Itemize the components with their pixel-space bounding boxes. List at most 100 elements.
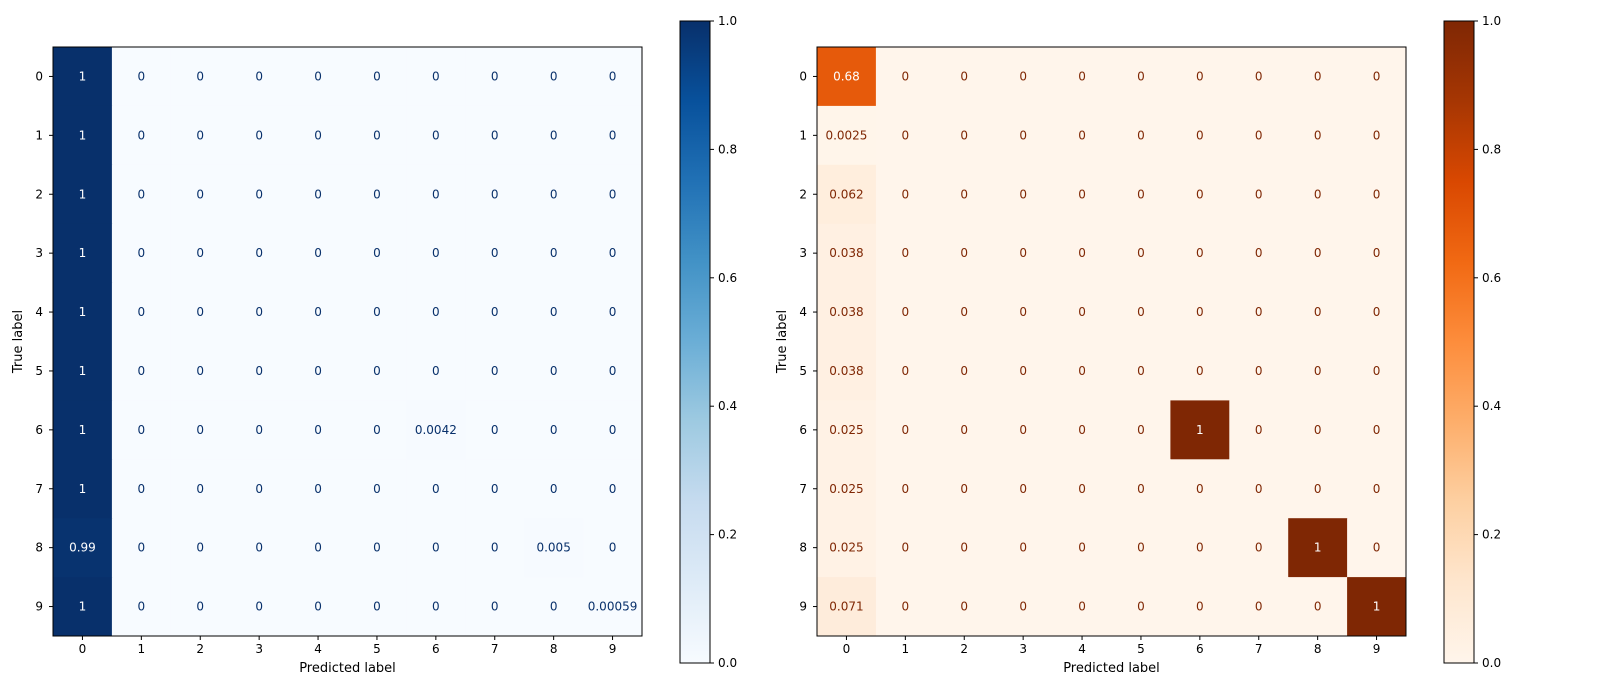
cell-value-label: 0 xyxy=(1196,600,1204,614)
cell-value-label: 0 xyxy=(1373,187,1381,201)
heatmap-cell xyxy=(1347,459,1407,519)
x-tick-label: 5 xyxy=(373,642,381,656)
heatmap-cell xyxy=(1052,341,1112,401)
heatmap-cell xyxy=(406,459,466,519)
heatmap-cell xyxy=(934,459,995,519)
heatmap-cell xyxy=(1170,518,1230,578)
x-tick-label: 6 xyxy=(1196,642,1204,656)
x-tick-label: 6 xyxy=(432,642,440,656)
cell-value-label: 0 xyxy=(1137,423,1145,437)
colorbar-tick-label: 0.2 xyxy=(718,528,737,542)
x-tick-label: 2 xyxy=(196,642,204,656)
cell-value-label: 0 xyxy=(1137,364,1145,378)
cell-value-label: 0 xyxy=(1255,305,1263,319)
heatmap-cell xyxy=(583,341,643,401)
heatmap-cell xyxy=(170,518,231,578)
colorbar-tick-label: 1.0 xyxy=(1482,14,1501,28)
heatmap-cell xyxy=(817,577,877,637)
heatmap-cell xyxy=(1288,282,1348,342)
heatmap-cell xyxy=(53,459,113,519)
cell-value-label: 0 xyxy=(1019,541,1027,555)
heatmap-cell xyxy=(1111,164,1171,225)
cell-value-label: 0 xyxy=(373,600,381,614)
heatmap-cell xyxy=(288,105,348,166)
cell-value-label: 0 xyxy=(491,423,499,437)
cell-value-label: 0 xyxy=(196,364,204,378)
heatmap-cell xyxy=(817,47,877,107)
cell-value-label: 0 xyxy=(1078,305,1086,319)
heatmap-cell xyxy=(465,577,525,637)
cell-value-label: 0 xyxy=(1137,69,1145,83)
heatmap-cell xyxy=(347,105,407,166)
cell-value-label: 0 xyxy=(432,187,440,201)
cell-value-label: 0 xyxy=(138,128,146,142)
cell-value-label: 0 xyxy=(1078,246,1086,260)
y-tick-label: 5 xyxy=(35,364,43,378)
heatmap-cell xyxy=(1288,341,1348,401)
cell-value-label: 0 xyxy=(1078,128,1086,142)
heatmap-cell xyxy=(817,164,877,225)
colorbar-tick-label: 0.0 xyxy=(1482,656,1501,670)
heatmap-cell xyxy=(1229,47,1289,107)
heatmap-cell xyxy=(465,164,525,225)
cell-value-label: 0 xyxy=(609,128,617,142)
cell-value-label: 0 xyxy=(1314,600,1322,614)
y-tick-label: 0 xyxy=(799,69,807,83)
heatmap-cell xyxy=(111,105,172,166)
heatmap-cell xyxy=(1288,164,1348,225)
cell-value-label: 1 xyxy=(79,187,87,201)
cell-value-label: 0 xyxy=(373,128,381,142)
heatmap-cell xyxy=(170,282,231,342)
cell-value-label: 0 xyxy=(196,69,204,83)
heatmap-cell xyxy=(1111,223,1171,284)
heatmap-cell xyxy=(229,105,290,166)
heatmap-cell xyxy=(934,518,995,578)
heatmap-cell xyxy=(993,47,1054,107)
cell-value-label: 0 xyxy=(1137,600,1145,614)
cell-value-label: 0 xyxy=(491,246,499,260)
cell-value-label: 0 xyxy=(432,482,440,496)
cell-value-label: 0 xyxy=(1019,600,1027,614)
cell-value-label: 0 xyxy=(1255,541,1263,555)
heatmap-cell xyxy=(465,47,525,107)
heatmap-cell xyxy=(170,47,231,107)
cell-value-label: 0.005 xyxy=(536,541,570,555)
heatmap-cell xyxy=(465,518,525,578)
cell-value-label: 0 xyxy=(1196,128,1204,142)
heatmap-cell xyxy=(934,282,995,342)
heatmap-cell xyxy=(111,400,172,460)
cell-value-label: 0 xyxy=(314,69,322,83)
heatmap-cell xyxy=(1347,518,1407,578)
heatmap-cell xyxy=(583,400,643,460)
cell-value-label: 0 xyxy=(373,364,381,378)
x-axis-ticks: 0 1 2 3 4 5 6 7 8 9 xyxy=(79,636,616,656)
cell-value-label: 0 xyxy=(1137,541,1145,555)
cell-value-label: 0 xyxy=(196,305,204,319)
heatmap-cell xyxy=(347,341,407,401)
cell-value-label: 0 xyxy=(138,187,146,201)
cell-value-label: 0 xyxy=(1137,482,1145,496)
heatmap-cell xyxy=(1347,341,1407,401)
cell-value-label: 0 xyxy=(1196,69,1204,83)
heatmap-cell xyxy=(1347,223,1407,284)
heatmap-cell xyxy=(1170,282,1230,342)
heatmap-cell xyxy=(1111,282,1171,342)
cell-value-label: 0 xyxy=(609,364,617,378)
y-tick-label: 8 xyxy=(799,541,807,555)
heatmap-cell xyxy=(1170,400,1230,460)
cell-value-label: 0 xyxy=(1255,482,1263,496)
heatmap-cell xyxy=(817,518,877,578)
cell-value-label: 0 xyxy=(609,187,617,201)
heatmap-cell xyxy=(934,223,995,284)
cell-value-label: 0 xyxy=(960,246,968,260)
cell-value-label: 0 xyxy=(1078,187,1086,201)
cell-value-label: 0 xyxy=(550,305,558,319)
colorbar: 0.0 0.2 0.4 0.6 0.8 1.0 xyxy=(679,14,737,670)
cell-value-label: 0 xyxy=(902,128,910,142)
cell-value-label: 0 xyxy=(1019,187,1027,201)
colorbar-tick-label: 0.4 xyxy=(1482,399,1501,413)
x-tick-label: 4 xyxy=(1078,642,1086,656)
y-tick-label: 5 xyxy=(799,364,807,378)
cell-value-label: 0 xyxy=(491,482,499,496)
y-tick-label: 6 xyxy=(35,423,43,437)
